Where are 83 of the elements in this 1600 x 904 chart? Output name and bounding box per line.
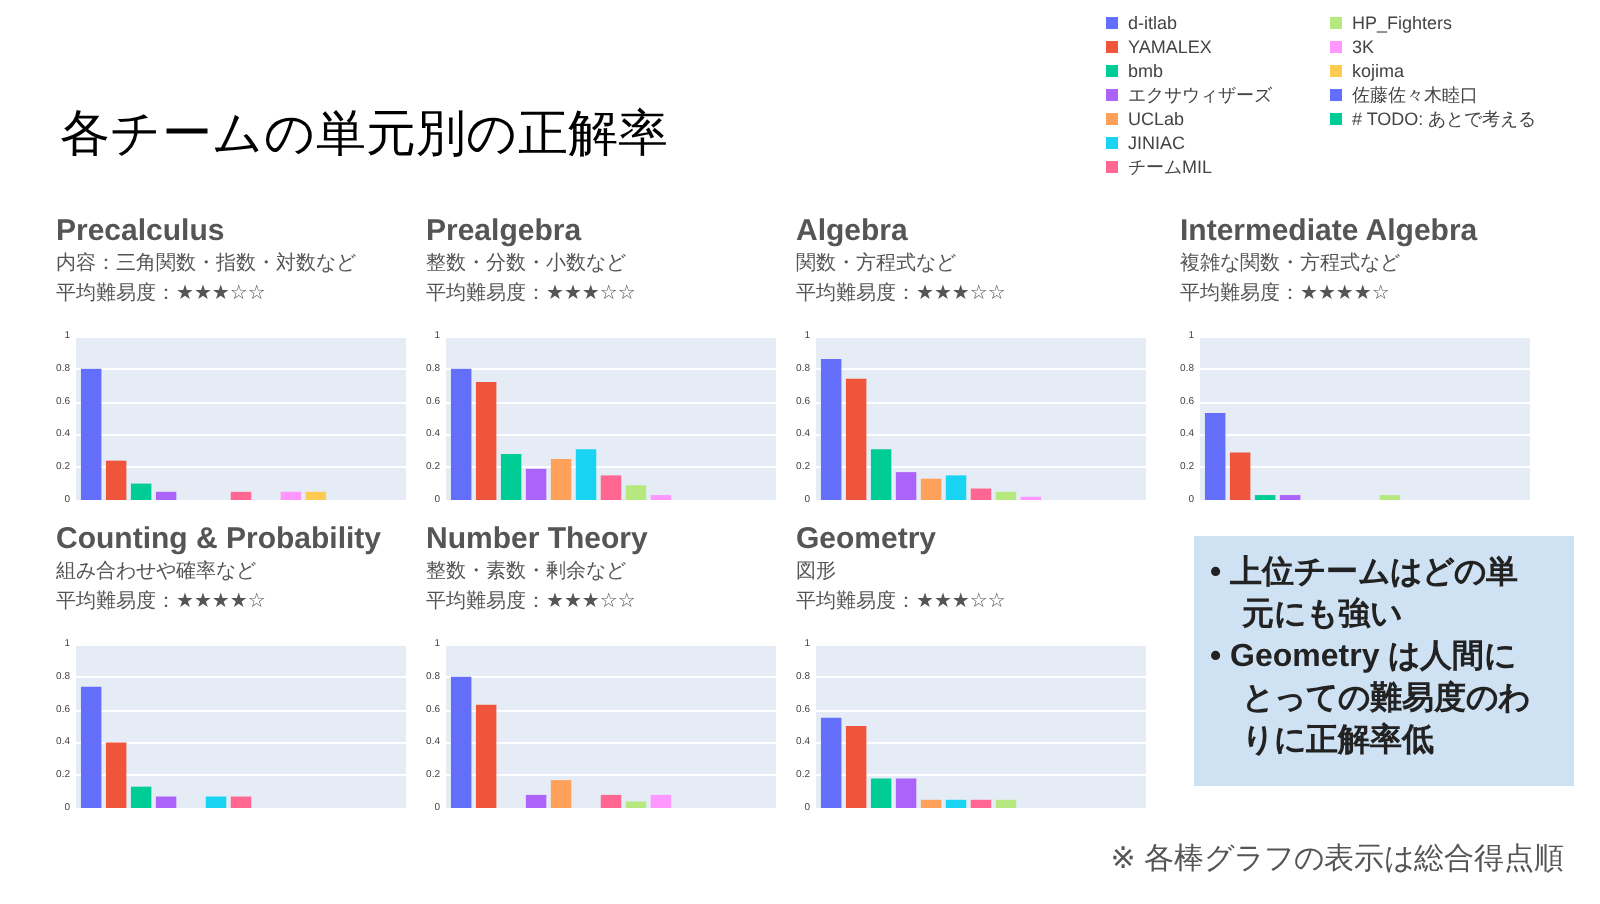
text: 各チームの単元別の正解率 (60, 104, 668, 166)
chart-title: Precalculus (56, 214, 225, 248)
chart-subtitle: 図形 (796, 561, 836, 583)
bar (600, 794, 622, 808)
bar (650, 794, 672, 808)
chart-title: Prealgebra (426, 214, 583, 248)
text: 平均難易度：★★★☆☆ (426, 589, 636, 613)
bar (500, 454, 522, 500)
bar (550, 459, 572, 500)
bar (995, 491, 1017, 500)
legend-label: UCLab (1128, 109, 1185, 129)
bar (920, 799, 942, 808)
bar (820, 358, 842, 500)
bar (475, 704, 497, 808)
bar (205, 796, 227, 808)
bar (155, 491, 177, 500)
bar (155, 796, 177, 808)
bar (895, 472, 917, 500)
chart-title: Counting & Probability (56, 522, 383, 556)
text: 平均難易度：★★★☆☆ (56, 281, 266, 305)
chart-subtitle: 関数・方程式など (796, 251, 956, 275)
text: 平均難易度：★★★☆☆ (796, 281, 1006, 305)
bar (995, 799, 1017, 808)
bar (870, 778, 892, 808)
bar (475, 381, 497, 500)
text: • Geometry は人間にとっての難易度のわりに正解率低 (1210, 638, 1532, 762)
bar (970, 488, 992, 500)
bar (450, 676, 472, 808)
bar (920, 478, 942, 500)
bar (625, 801, 647, 808)
legend-label: kojima (1352, 61, 1405, 81)
chart-subtitle: 整数・素数・剰余など (426, 559, 626, 583)
bar (230, 491, 252, 500)
bar (625, 485, 647, 500)
bar (80, 368, 102, 500)
chart-subtitle: 内容：三角関数・指数・対数など (56, 251, 356, 275)
text: • 上位チームはどの単元にも強い (1210, 553, 1521, 636)
bar (525, 468, 547, 500)
bar (1229, 452, 1251, 500)
text: 平均難易度：★★★★☆ (1180, 281, 1390, 305)
legend-label: チームMIL (1128, 157, 1213, 177)
bar (105, 742, 127, 808)
legend-label: d-itlab (1128, 13, 1178, 33)
bar (450, 368, 472, 500)
text: ※ 各棒グラフの表示は総合得点順 (1110, 840, 1564, 878)
bar (895, 778, 917, 808)
chart-subtitle: 整数・分数・小数など (426, 251, 626, 275)
bar (280, 491, 302, 500)
legend-label: HP_Fighters (1352, 13, 1454, 33)
chart-title: Intermediate Algebra (1180, 214, 1479, 248)
bar (845, 378, 867, 500)
bar (105, 460, 127, 500)
bar (820, 717, 842, 808)
chart-title: Number Theory (426, 522, 650, 556)
bar (970, 799, 992, 808)
chart-title: Algebra (796, 214, 910, 248)
legend-label: bmb (1128, 61, 1164, 81)
chart-subtitle: 複雑な関数・方程式など (1180, 251, 1400, 275)
text: 平均難易度：★★★☆☆ (796, 589, 1006, 613)
bar (1204, 413, 1226, 500)
bar (945, 799, 967, 808)
text: 平均難易度：★★★☆☆ (426, 281, 636, 305)
chart-title: Geometry (796, 522, 938, 556)
text: 平均難易度：★★★★☆ (56, 589, 266, 613)
legend-label: # TODO: あとで考える (1352, 109, 1537, 129)
legend-label: エクサウィザーズ (1128, 85, 1274, 105)
legend-label: 佐藤佐々木睦口 (1352, 85, 1478, 105)
chart-subtitle: 組み合わせや確率など (54, 559, 256, 583)
bar (845, 726, 867, 808)
bar (130, 786, 152, 808)
bar (945, 475, 967, 500)
bar (130, 483, 152, 500)
bar (230, 796, 252, 808)
legend-label: JINIAC (1128, 133, 1187, 153)
bar (600, 475, 622, 500)
bar (305, 491, 327, 500)
bar (525, 794, 547, 808)
bar (575, 449, 597, 500)
bar (870, 449, 892, 500)
legend-label: 3K (1352, 37, 1375, 57)
bar (550, 780, 572, 808)
legend-label: YAMALEX (1128, 37, 1212, 57)
bar (80, 686, 102, 808)
